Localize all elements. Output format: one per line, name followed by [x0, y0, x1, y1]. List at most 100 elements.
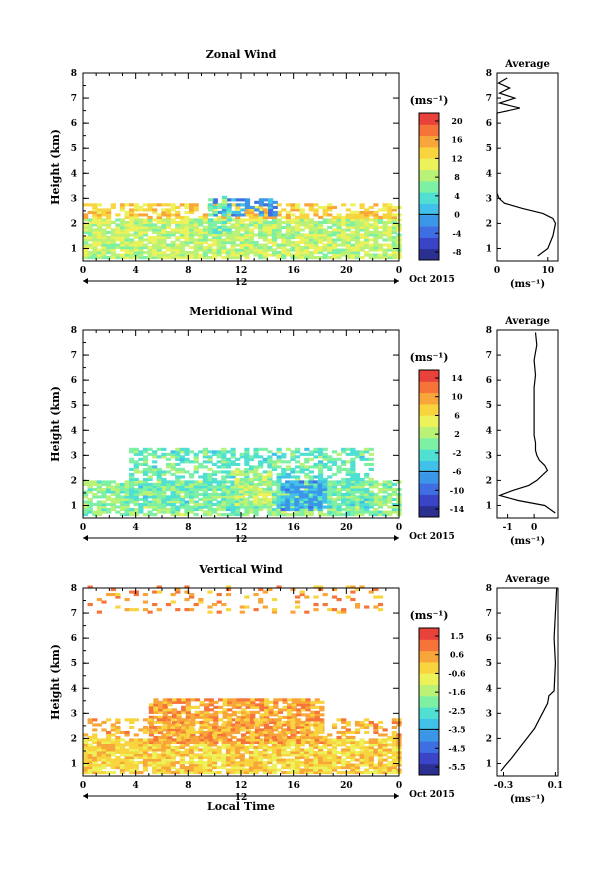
heatmap-cell [138, 230, 144, 234]
heatmap-cell [235, 467, 241, 471]
heatmap-cell [101, 743, 107, 747]
heatmap-cell [110, 203, 116, 207]
heatmap-cell [231, 713, 237, 717]
heatmap-cell [175, 480, 181, 484]
day-bar-arrow-left [83, 535, 88, 541]
heatmap-cell [244, 228, 250, 232]
heatmap-cell [119, 240, 126, 244]
heatmap-cell [368, 748, 374, 752]
heatmap-cell [258, 758, 264, 762]
heatmap-cell [391, 730, 397, 734]
heatmap-cell [250, 715, 256, 719]
heatmap-cell [354, 763, 361, 767]
heatmap-cell [258, 750, 264, 754]
heatmap-cell [213, 740, 219, 744]
heatmap-cell [285, 475, 291, 479]
heatmap-cell [92, 251, 98, 255]
heatmap-cell [244, 243, 250, 247]
heatmap-cell [142, 505, 149, 509]
heatmap-cell [204, 725, 210, 729]
heatmap-cell [296, 720, 302, 724]
heatmap-cell [373, 750, 379, 754]
heatmap-cell [295, 230, 301, 234]
heatmap-cell [129, 758, 135, 762]
heatmap-cell [165, 230, 172, 234]
heatmap-cell [185, 708, 191, 712]
heatmap-cell [322, 210, 328, 214]
heatmap-cell [318, 761, 324, 765]
heatmap-cell [350, 771, 356, 775]
heatmap-cell [193, 228, 199, 232]
heatmap-cell [243, 497, 249, 501]
heatmap-cell [345, 223, 351, 227]
heatmap-cell [110, 480, 116, 484]
heatmap-cell [198, 743, 204, 747]
heatmap-cell [364, 225, 370, 229]
heatmap-cell [165, 761, 172, 765]
heatmap-cell [170, 725, 176, 729]
heatmap-cell [161, 755, 167, 759]
heatmap-cell [153, 720, 159, 724]
heatmap-cell [271, 766, 278, 770]
heatmap-cell [222, 738, 228, 742]
heatmap-cell [230, 223, 236, 227]
heatmap-cell [350, 223, 356, 227]
heatmap-cell [153, 715, 159, 719]
heatmap-cell [216, 492, 222, 496]
heatmap-cell [391, 223, 397, 227]
heatmap-cell [281, 761, 287, 765]
heatmap-cell [285, 500, 291, 504]
heatmap-cell [254, 725, 260, 729]
heatmap-cell [248, 768, 255, 772]
heatmap-cell [124, 508, 130, 512]
heatmap-cell [258, 198, 264, 202]
heatmap-cell [161, 500, 167, 504]
heatmap-cell [165, 256, 172, 260]
heatmap-cell [193, 503, 199, 507]
heatmap-cell [308, 450, 314, 454]
heatmap-cell [165, 215, 172, 219]
heatmap-cell [101, 248, 107, 252]
heatmap-cell [262, 487, 268, 491]
heatmap-cell [142, 230, 149, 234]
heatmap-cell [225, 457, 232, 461]
heatmap-cell [248, 510, 255, 514]
heatmap-cell [115, 743, 121, 747]
heatmap-cell [377, 503, 384, 507]
heatmap-cell [391, 482, 397, 486]
heatmap-cell [244, 505, 250, 509]
heatmap-cell [350, 495, 356, 499]
heatmap-cell [230, 450, 236, 454]
heatmap-cell [198, 768, 204, 772]
heatmap-cell [313, 256, 319, 260]
heatmap-cell [217, 210, 223, 214]
heatmap-cell [96, 763, 102, 767]
heatmap-cell [221, 243, 227, 247]
heatmap-cell [156, 475, 162, 479]
heatmap-cell [304, 243, 310, 247]
heatmap-cell [138, 462, 144, 466]
heatmap-cell [165, 233, 172, 237]
heatmap-cell [387, 228, 393, 232]
heatmap-cell [299, 240, 305, 244]
heatmap-cell [299, 750, 305, 754]
heatmap-cell [106, 508, 112, 512]
heatmap-cell [96, 598, 102, 602]
heatmap-cell [83, 740, 89, 744]
heatmap-cell [336, 253, 342, 257]
heatmap-cell [364, 457, 370, 461]
heatmap-cell [165, 470, 172, 474]
heatmap-cell [299, 720, 305, 724]
heatmap-cell [318, 470, 324, 474]
heatmap-cell [235, 748, 241, 752]
avg-y-tick-label: 8 [486, 69, 492, 79]
heatmap-cell [350, 220, 356, 224]
heatmap-cell [308, 251, 314, 255]
heatmap-cell [263, 203, 269, 207]
heatmap-cell [133, 748, 139, 752]
heatmap-cell [142, 497, 149, 501]
heatmap-cell [101, 208, 107, 212]
heatmap-cell [308, 735, 314, 739]
heatmap-cell [230, 761, 236, 765]
